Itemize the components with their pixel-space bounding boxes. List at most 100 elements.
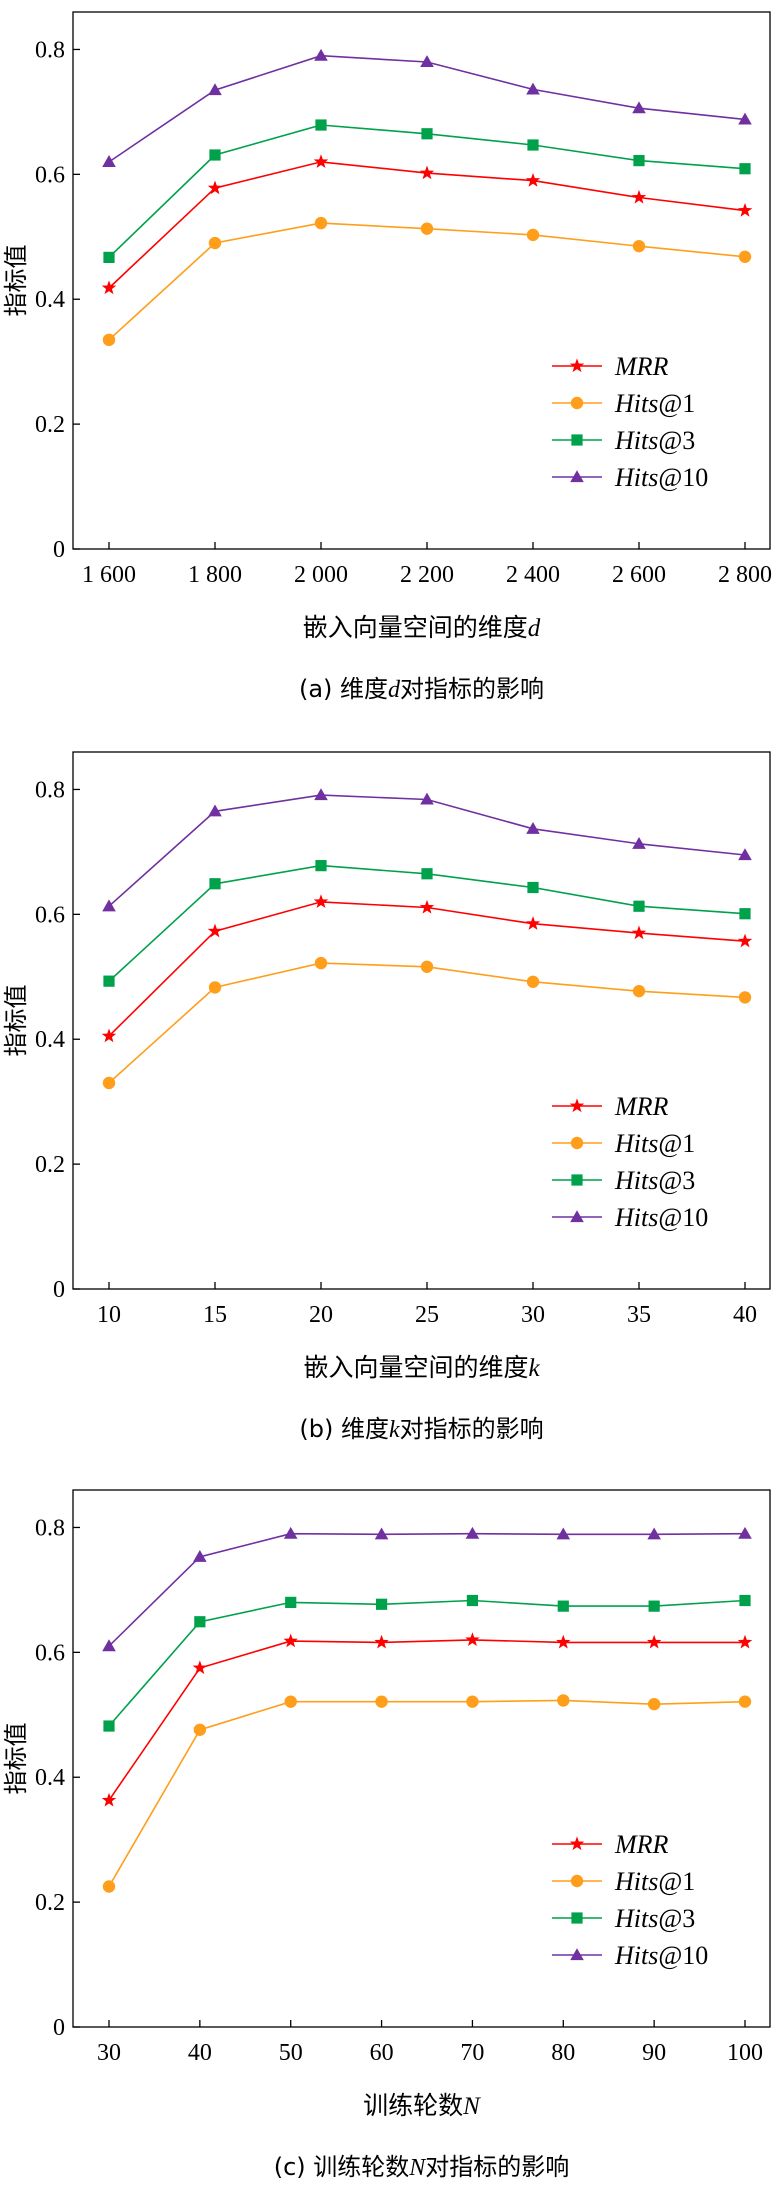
data-point-hits-3 xyxy=(103,975,115,987)
x-axis-label-text: 嵌入向量空间的维度 xyxy=(303,613,528,642)
y-axis-label: 指标值 xyxy=(2,245,30,317)
data-point-mrr xyxy=(101,1028,117,1043)
data-point-mrr xyxy=(737,202,753,217)
data-point-hits-1 xyxy=(314,216,328,230)
data-point-hits-10 xyxy=(632,836,646,849)
x-tick-label: 100 xyxy=(727,2040,763,2066)
data-point-hits-1 xyxy=(466,1695,479,1708)
data-point-mrr xyxy=(313,894,329,909)
x-axis-label-var: N xyxy=(462,2093,481,2120)
data-point-hits-3 xyxy=(739,1594,751,1607)
plot-frame xyxy=(72,751,771,1290)
series-line-hits-1 xyxy=(108,222,746,341)
data-point-hits-10 xyxy=(632,101,646,114)
data-point-hits-10 xyxy=(374,1527,389,1540)
x-tick-label: 15 xyxy=(203,1302,227,1328)
data-point-hits-10 xyxy=(647,1527,661,1540)
data-point-hits-10 xyxy=(420,792,434,805)
data-point-hits-1 xyxy=(738,1695,752,1708)
series-line-mrr xyxy=(108,1639,745,1801)
legend-label: Hits@10 xyxy=(614,1941,708,1970)
y-tick-label: 0.6 xyxy=(35,1640,65,1666)
y-tick-label: 0.4 xyxy=(35,1027,65,1053)
data-point-hits-1 xyxy=(284,1695,297,1708)
x-tick-label: 2 800 xyxy=(718,562,772,588)
legend-marker xyxy=(570,1136,584,1150)
data-point-hits-1 xyxy=(193,1723,207,1736)
y-tick-label: 0.8 xyxy=(35,777,65,803)
chart-panel-b: 0 0.2 0.4 0.6 0.8 10 15 20 25 30 35 40 指标值嵌入向量空间的维度k… xyxy=(2,751,771,1443)
data-point-hits-3 xyxy=(209,878,221,890)
data-point-hits-10 xyxy=(420,55,434,68)
data-point-mrr xyxy=(631,925,647,940)
data-point-mrr xyxy=(646,1634,662,1649)
x-tick-label: 2 200 xyxy=(400,562,454,588)
y-tick-label: 0 xyxy=(53,537,65,563)
data-point-hits-3 xyxy=(633,155,645,167)
legend-label: Hits@1 xyxy=(614,389,695,418)
legend-label: Hits@1 xyxy=(614,1129,695,1158)
data-point-hits-1 xyxy=(526,975,540,988)
legend: MRR Hits@1 Hits@3 Hits@10 xyxy=(552,1830,708,1970)
data-point-hits-10 xyxy=(465,1526,480,1539)
data-point-mrr xyxy=(631,189,647,204)
data-point-mrr xyxy=(283,1633,298,1648)
legend-label: MRR xyxy=(614,1830,669,1859)
data-point-hits-1 xyxy=(420,222,434,235)
legend-marker xyxy=(571,434,583,446)
data-point-hits-1 xyxy=(208,981,222,994)
x-tick-label: 40 xyxy=(733,1302,757,1328)
x-axis-label: 嵌入向量空间的维度k xyxy=(303,1353,540,1382)
series-line-hits-3 xyxy=(108,124,746,258)
data-point-mrr xyxy=(525,172,541,187)
data-point-mrr xyxy=(313,154,329,169)
legend-label: MRR xyxy=(614,1092,669,1121)
data-point-hits-1 xyxy=(632,239,646,253)
data-point-hits-3 xyxy=(421,868,433,880)
data-point-hits-10 xyxy=(208,804,222,817)
data-point-hits-1 xyxy=(420,960,434,974)
data-point-hits-10 xyxy=(283,1526,298,1539)
data-point-hits-10 xyxy=(102,899,116,912)
data-point-mrr xyxy=(525,916,541,930)
data-point-hits-3 xyxy=(527,139,539,151)
data-point-hits-1 xyxy=(738,250,752,263)
x-axis-label: 嵌入向量空间的维度d xyxy=(303,613,541,642)
y-tick-label: 0 xyxy=(53,2015,65,2041)
data-point-hits-1 xyxy=(208,236,222,250)
data-point-mrr xyxy=(101,1792,117,1807)
data-point-hits-10 xyxy=(102,155,116,167)
x-axis-label-text: 训练轮数 xyxy=(363,2091,463,2120)
data-point-mrr xyxy=(737,1634,753,1649)
data-point-hits-10 xyxy=(102,1639,116,1652)
legend-marker xyxy=(570,396,584,410)
x-tick-label: 90 xyxy=(642,2040,666,2066)
data-point-hits-3 xyxy=(315,860,327,872)
data-point-mrr xyxy=(556,1634,571,1649)
data-point-hits-3 xyxy=(739,908,751,920)
legend-marker xyxy=(570,470,584,483)
x-tick-label: 80 xyxy=(551,2040,575,2066)
data-point-hits-1 xyxy=(102,1076,116,1090)
legend-label: MRR xyxy=(614,352,669,381)
x-tick-label: 35 xyxy=(627,1302,651,1328)
legend-label: Hits@3 xyxy=(614,1166,695,1195)
data-point-hits-3 xyxy=(209,149,221,161)
data-point-hits-3 xyxy=(527,881,539,894)
y-tick-label: 0.4 xyxy=(35,1765,65,1791)
data-point-hits-1 xyxy=(557,1694,570,1707)
x-axis-label-var: d xyxy=(528,615,541,642)
x-tick-label: 2 600 xyxy=(612,562,666,588)
y-tick-label: 0.8 xyxy=(35,37,65,63)
data-point-mrr xyxy=(207,180,223,195)
data-point-hits-1 xyxy=(314,956,328,970)
legend-label: Hits@10 xyxy=(614,1203,708,1232)
legend-marker xyxy=(569,1836,585,1851)
x-tick-label: 25 xyxy=(415,1302,439,1328)
data-point-hits-10 xyxy=(738,1526,752,1539)
legend-label: Hits@3 xyxy=(614,1904,695,1933)
panel-caption: (a) 维度d对指标的影响 xyxy=(299,675,544,703)
data-point-mrr xyxy=(465,1632,480,1647)
x-tick-label: 2 400 xyxy=(506,562,560,588)
